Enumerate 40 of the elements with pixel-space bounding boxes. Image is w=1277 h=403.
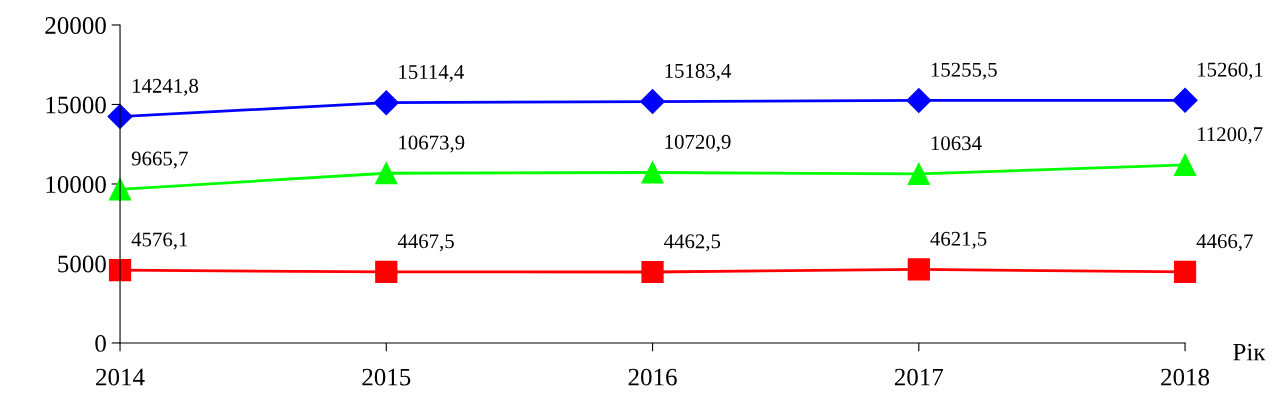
x-axis-title: Рік [1233, 343, 1266, 361]
point [1173, 260, 1197, 284]
point [107, 104, 133, 130]
x-tick-label: 2014 [96, 368, 145, 386]
point [907, 258, 930, 281]
data-label: 4576,1 [131, 232, 188, 250]
data-label: 15114,4 [399, 65, 465, 82]
point [1172, 87, 1198, 113]
data-label: 4621,5 [930, 231, 987, 249]
data-label: 4466,7 [1196, 234, 1253, 252]
point [375, 260, 398, 284]
x-tick-label: 2017 [894, 368, 944, 386]
x-tick-label: 2015 [362, 368, 411, 386]
point [1173, 153, 1197, 176]
data-label: 10634 [931, 136, 982, 151]
data-label: 4462,5 [664, 234, 721, 252]
y-tick-label: 0 [95, 335, 106, 352]
point [108, 259, 132, 282]
point [640, 89, 666, 115]
point [906, 87, 932, 113]
y-tick-label: 20000 [45, 17, 106, 34]
data-label: 15255,5 [931, 62, 997, 80]
point [373, 90, 399, 116]
point [375, 162, 398, 185]
data-label: 15183,4 [665, 63, 732, 81]
point [641, 161, 664, 184]
data-label: 10673,9 [399, 135, 465, 153]
y-tick-label: 15000 [46, 96, 106, 114]
x-tick-label: 2018 [1161, 368, 1210, 386]
data-label: 15260,1 [1198, 62, 1263, 80]
point [907, 162, 930, 186]
point [641, 260, 664, 284]
data-label: 10720,9 [665, 134, 731, 152]
data-label: 11200,7 [1198, 127, 1263, 145]
y-tick-label: 10000 [46, 176, 106, 193]
data-label: 14241,8 [132, 78, 199, 96]
data-label: 9665,7 [131, 151, 188, 169]
data-label: 4467,5 [397, 234, 454, 252]
y-tick-label: 5000 [58, 255, 106, 273]
x-tick-label: 2016 [628, 368, 677, 386]
